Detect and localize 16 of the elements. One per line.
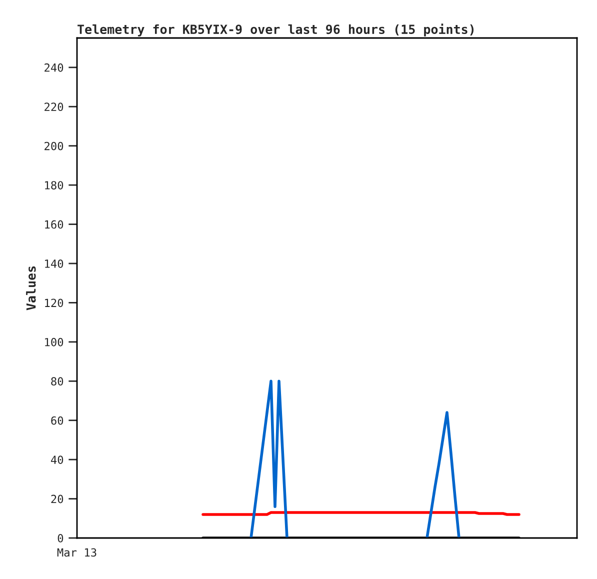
y-tick-label: 60 — [51, 416, 64, 425]
y-tick-label: 40 — [50, 456, 64, 464]
y-tick-label: 20 — [51, 494, 64, 504]
y-tick-label: 140 — [45, 259, 64, 268]
chart-title: Telemetry for KB5YIX-9 over last 96 hours (15 points) — [78, 24, 474, 36]
y-tick-label: 80 — [51, 377, 64, 386]
y-tick-label: 100 — [45, 338, 64, 346]
y-tick-label: 120 — [45, 298, 64, 308]
y-tick-label: 200 — [44, 142, 64, 150]
text: Mar 13 — [57, 548, 96, 557]
y-tick-label: 240 — [44, 63, 64, 72]
y-tick-label: 180 — [45, 181, 64, 190]
y-tick-label: 160 — [45, 220, 64, 229]
y-tick-label: 0 — [58, 534, 64, 542]
y-axis-title: Values — [26, 266, 36, 310]
y-tick-label: 220 — [44, 102, 64, 112]
